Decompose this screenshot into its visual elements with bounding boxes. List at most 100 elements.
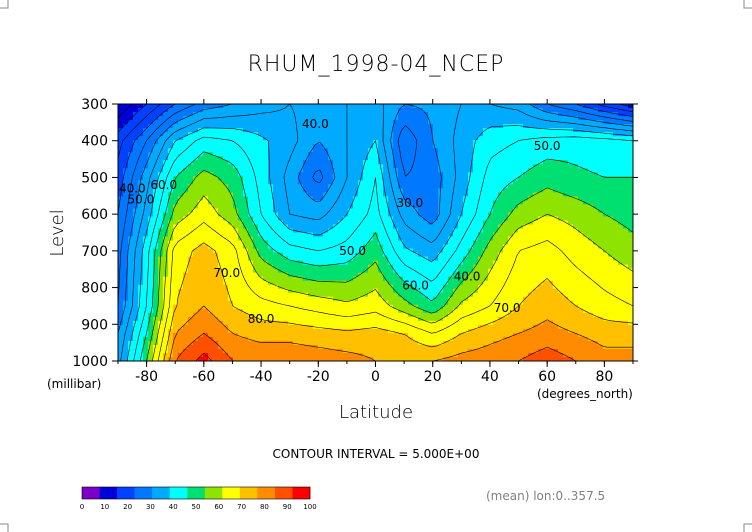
heatmap-cell: [358, 188, 364, 193]
heatmap-cell: [603, 156, 609, 161]
heatmap-cell: [158, 236, 164, 241]
heatmap-cell: [413, 152, 419, 157]
heatmap-cell: [318, 148, 324, 153]
heatmap-cell: [458, 232, 464, 237]
heatmap-cell: [478, 104, 484, 109]
heatmap-cell: [428, 264, 434, 270]
heatmap-cell: [273, 196, 279, 201]
heatmap-cell: [503, 292, 509, 298]
heatmap-cell: [388, 164, 394, 169]
heatmap-cell: [283, 296, 289, 302]
heatmap-cell: [308, 188, 314, 193]
heatmap-cell: [338, 164, 344, 169]
heatmap-cell: [328, 224, 334, 229]
heatmap-cell: [618, 176, 624, 181]
heatmap-cell: [518, 268, 524, 274]
heatmap-cell: [388, 248, 394, 253]
heatmap-cell: [558, 208, 564, 213]
heatmap-cell: [553, 248, 559, 253]
heatmap-cell: [378, 252, 384, 257]
heatmap-cell: [188, 288, 194, 294]
heatmap-cell: [543, 116, 549, 121]
heatmap-cell: [323, 188, 329, 193]
heatmap-cell: [553, 272, 559, 278]
heatmap-cell: [198, 208, 204, 213]
heatmap-cell: [148, 128, 154, 133]
heatmap-cell: [133, 196, 139, 201]
heatmap-cell: [603, 208, 609, 213]
heatmap-cell: [148, 164, 154, 169]
heatmap-cell: [358, 120, 364, 125]
heatmap-cell: [438, 236, 444, 241]
heatmap-cell: [358, 296, 364, 302]
heatmap-cell: [483, 152, 489, 157]
heatmap-cell: [288, 180, 294, 185]
heatmap-cell: [128, 176, 134, 181]
heatmap-cell: [463, 144, 469, 149]
heatmap-cell: [293, 280, 299, 286]
heatmap-cell: [268, 208, 274, 213]
heatmap-cell: [368, 216, 374, 221]
heatmap-cell: [388, 188, 394, 193]
heatmap-cell: [308, 220, 314, 225]
heatmap-cell: [203, 160, 209, 165]
heatmap-cell: [443, 256, 449, 262]
heatmap-cell: [418, 256, 424, 262]
heatmap-cell: [478, 240, 484, 245]
heatmap-cell: [548, 276, 554, 282]
heatmap-cell: [218, 292, 224, 298]
heatmap-cell: [468, 216, 474, 221]
heatmap-cell: [183, 204, 189, 209]
heatmap-cell: [528, 116, 534, 121]
heatmap-cell: [143, 204, 149, 209]
heatmap-cell: [578, 148, 584, 153]
heatmap-cell: [568, 160, 574, 165]
heatmap-cell: [183, 252, 189, 257]
heatmap-cell: [443, 284, 449, 290]
heatmap-cell: [203, 252, 209, 257]
heatmap-cell: [543, 236, 549, 241]
heatmap-cell: [618, 260, 624, 266]
heatmap-cell: [153, 200, 159, 205]
heatmap-cell: [298, 156, 304, 161]
heatmap-cell: [193, 144, 199, 149]
heatmap-cell: [238, 200, 244, 205]
heatmap-cell: [448, 180, 454, 185]
heatmap-cell: [483, 220, 489, 225]
heatmap-cell: [253, 272, 259, 278]
heatmap-cell: [403, 284, 409, 290]
heatmap-cell: [388, 220, 394, 225]
heatmap-cell: [473, 256, 479, 262]
heatmap-cell: [423, 272, 429, 278]
heatmap-cell: [138, 196, 144, 201]
heatmap-cell: [408, 136, 414, 141]
heatmap-cell: [303, 260, 309, 266]
heatmap-cell: [578, 212, 584, 217]
heatmap-cell: [383, 240, 389, 245]
heatmap-cell: [208, 168, 214, 173]
heatmap-cell: [283, 260, 289, 266]
heatmap-cell: [328, 180, 334, 185]
heatmap-cell: [558, 176, 564, 181]
heatmap-cell: [283, 176, 289, 181]
heatmap-cell: [498, 152, 504, 157]
heatmap-cell: [618, 220, 624, 225]
heatmap-cell: [413, 232, 419, 237]
heatmap-cell: [508, 144, 514, 149]
heatmap-cell: [288, 192, 294, 197]
heatmap-cell: [218, 160, 224, 165]
heatmap-cell: [628, 128, 633, 133]
heatmap-cell: [368, 292, 374, 298]
heatmap-cell: [598, 160, 604, 165]
heatmap-cell: [583, 112, 589, 117]
heatmap-cell: [348, 136, 354, 141]
heatmap-cell: [163, 184, 169, 189]
heatmap-cell: [318, 112, 324, 117]
heatmap-cell: [493, 276, 499, 282]
heatmap-cell: [218, 120, 224, 125]
heatmap-cell: [253, 152, 259, 157]
heatmap-cell: [218, 216, 224, 221]
heatmap-cell: [118, 184, 124, 189]
heatmap-cell: [408, 188, 414, 193]
heatmap-cell: [293, 284, 299, 290]
